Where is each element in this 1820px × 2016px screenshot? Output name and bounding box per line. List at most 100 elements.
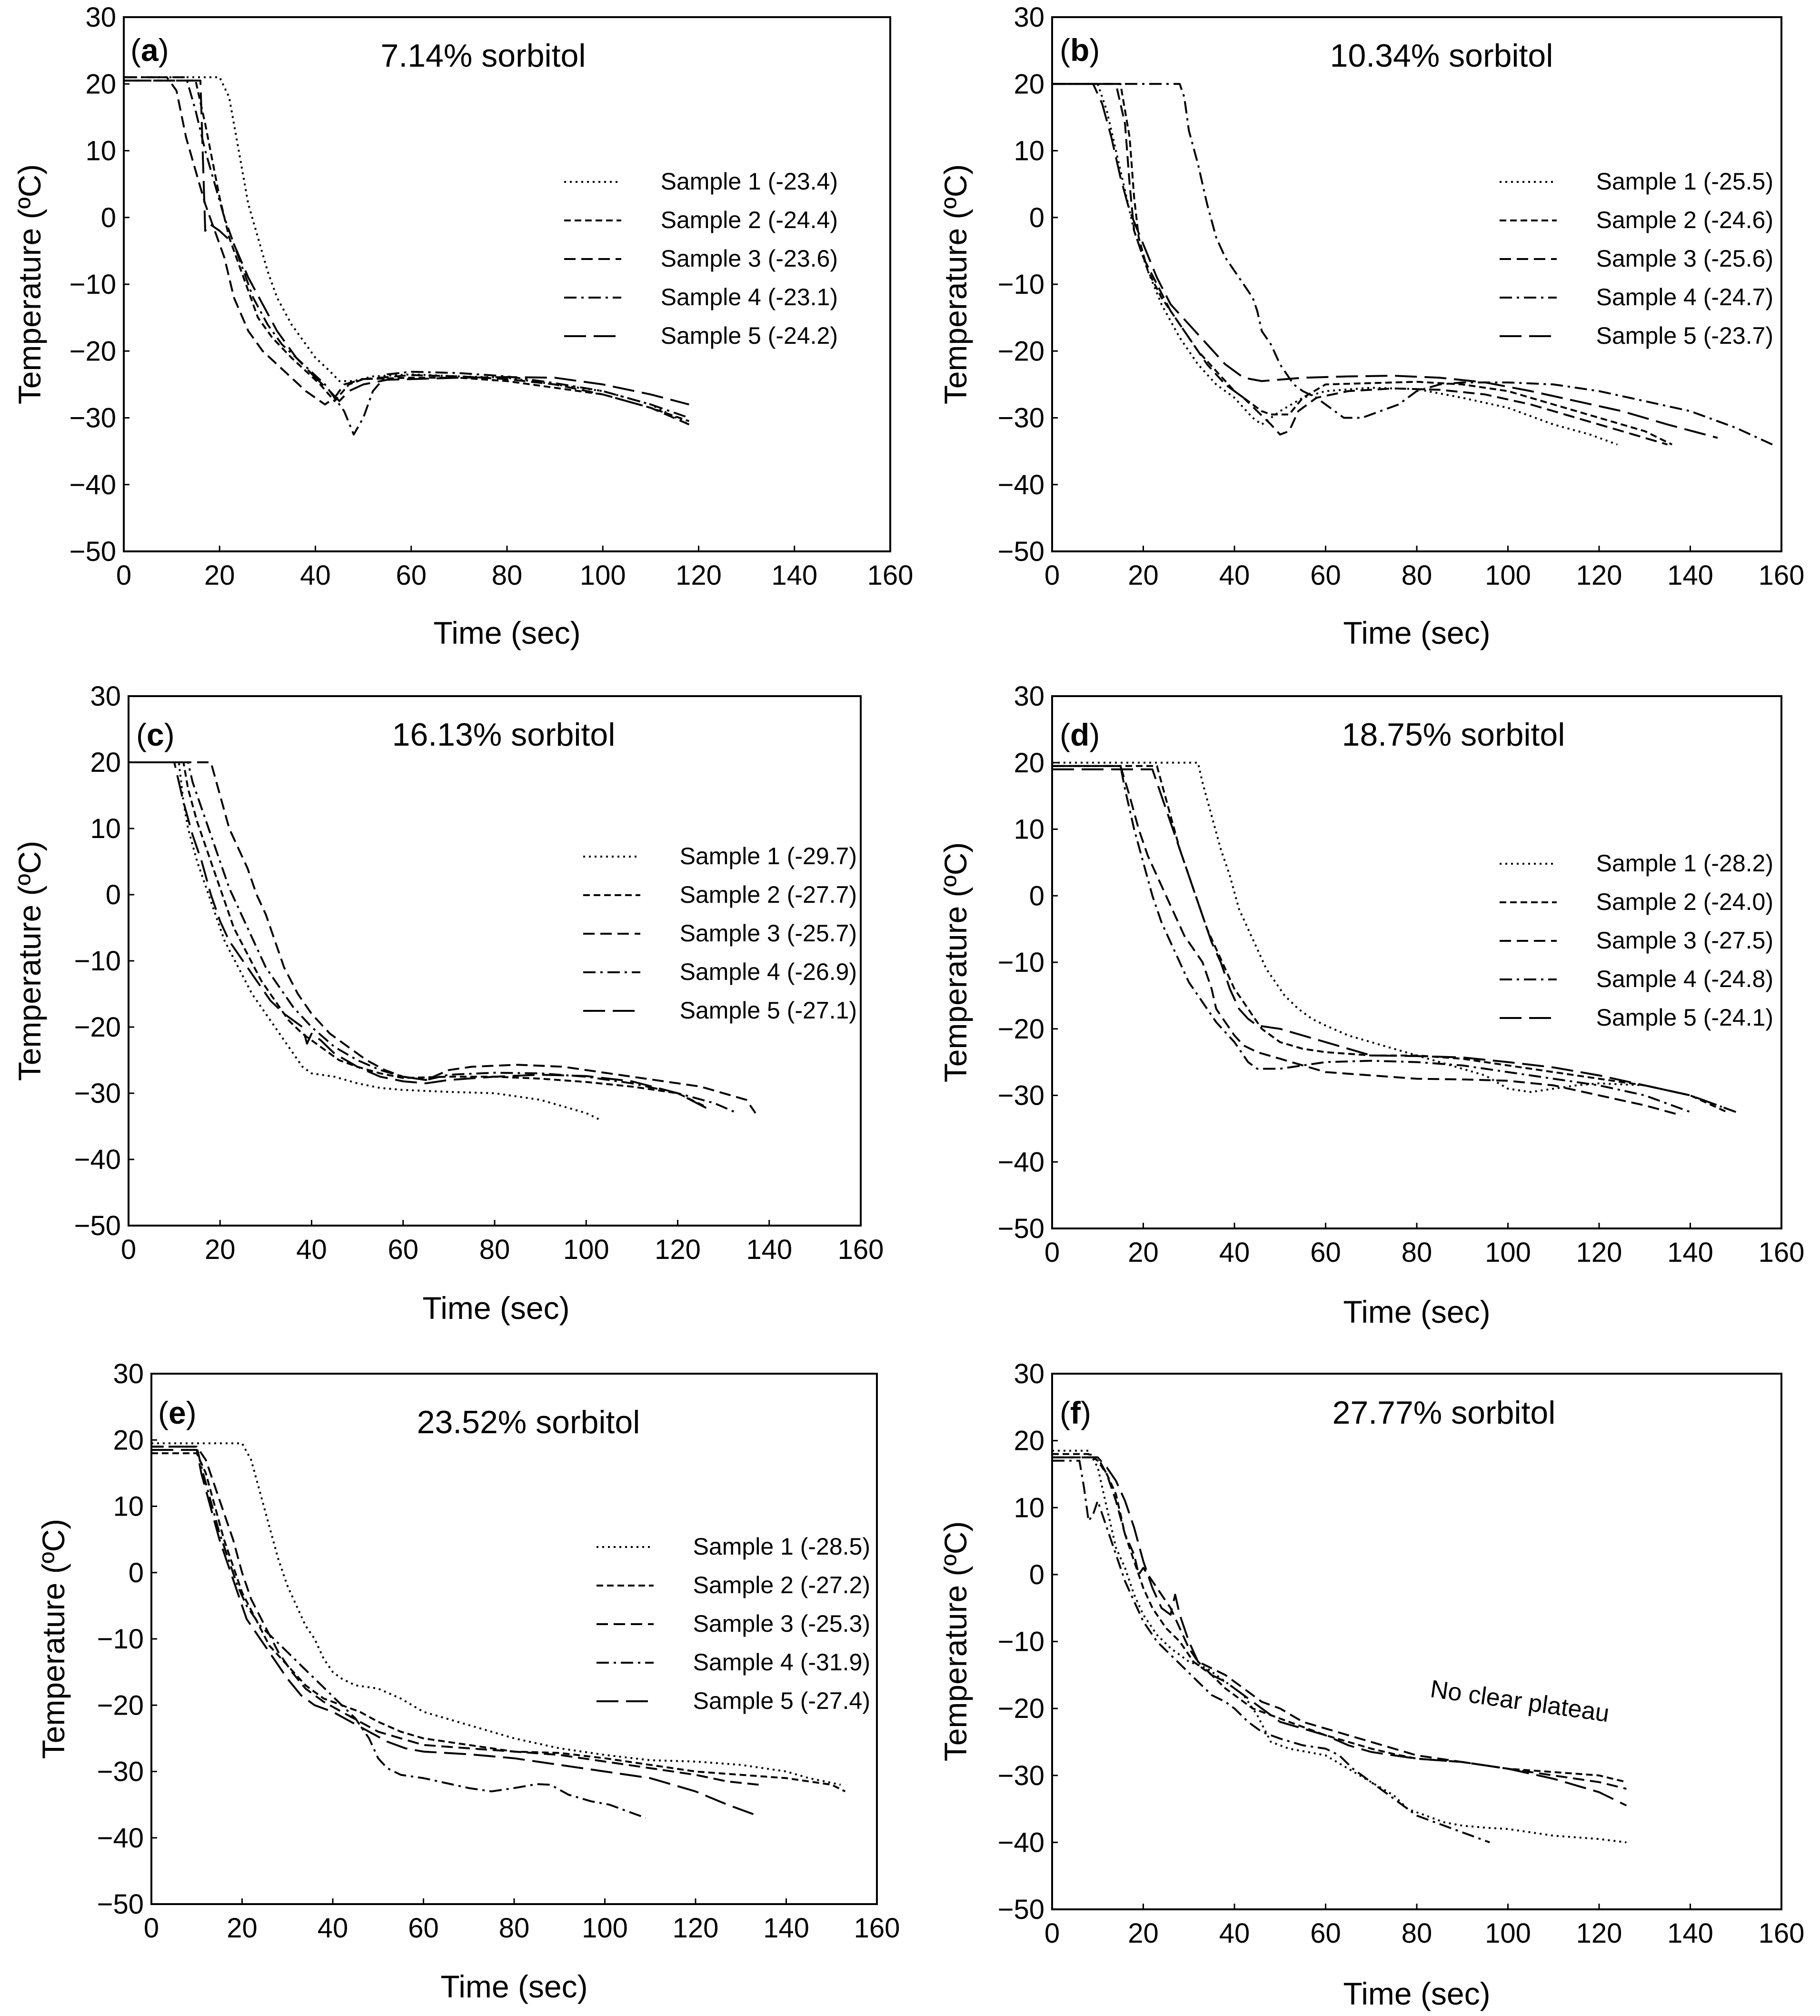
chart-title: 18.75% sorbitol [1342,717,1565,753]
legend-label: Sample 1 (-29.7) [680,843,857,869]
y-axis-label: Temperature (ºC) [938,164,973,405]
x-tick-label: 100 [1485,1918,1531,1949]
x-axis-label: Time (sec) [422,1290,569,1326]
x-tick-label: 40 [296,1234,327,1265]
x-tick-label: 20 [204,560,235,591]
legend-label: Sample 2 (-24.6) [1596,207,1773,233]
panel-letter: (e) [158,1395,197,1430]
x-tick-label: 120 [1576,1237,1622,1268]
plot-frame [1051,1373,1782,1910]
x-tick-label: 160 [867,560,914,591]
y-tick-label: −30 [998,403,1044,434]
y-tick-label: 0 [129,1557,144,1588]
x-tick-label: 140 [1667,560,1713,591]
x-tick-label: 160 [1759,1237,1805,1268]
legend-label: Sample 4 (-26.9) [680,958,857,985]
series-line-sample-4 [151,1446,646,1819]
x-tick-label: 40 [318,1913,348,1944]
y-tick-label: 10 [1014,136,1044,167]
y-tick-label: 10 [90,813,121,844]
y-tick-label: 10 [1014,1492,1044,1523]
x-tick-label: 80 [479,1234,510,1265]
y-tick-label: 0 [106,879,121,910]
legend-label: Sample 2 (-24.4) [661,207,838,233]
y-tick-label: 30 [1014,2,1044,33]
x-tick-label: 40 [1219,1237,1250,1268]
x-tick-label: 60 [1310,1237,1341,1268]
y-tick-label: −50 [998,1213,1044,1244]
x-tick-label: 0 [1044,1237,1060,1268]
series-line-sample-1 [1052,761,1736,1113]
legend-label: Sample 2 (-27.7) [680,881,857,908]
panel-e: 0 20 40 60 80 100 120 140 160 −50 −40 −30 −20 −10 0 10 2… [36,1358,900,2004]
y-tick-label: −50 [70,536,116,567]
series-line-sample-5 [1052,768,1736,1113]
y-tick-label: 30 [85,2,116,33]
series-lines [129,761,756,1121]
y-tick-label: −20 [74,1012,121,1043]
legend: Sample 1 (-29.7) Sample 2 (-27.7) Sample 3… [583,843,857,1024]
panel-letter: (f) [1060,1395,1091,1430]
y-tick-label: −30 [998,1080,1044,1111]
y-axis-label: Temperature (ºC) [938,842,973,1083]
y-tick-label: 30 [1014,681,1044,712]
series-lines [1052,761,1736,1117]
panel-b: 0 20 40 60 80 100 120 140 160 −50 −40 −30 −20 −10 0 10 2… [938,2,1804,650]
y-tick-label: −50 [74,1210,121,1241]
axis-ticks: 0 20 40 60 80 100 120 140 160 −50 −40 −30 −20 −10 0 10 2… [998,1358,1805,1949]
legend-label: Sample 2 (-24.0) [1596,888,1773,915]
y-tick-label: −10 [97,1624,144,1655]
y-tick-label: −40 [70,469,116,500]
x-tick-label: 40 [1219,1918,1250,1949]
legend-label: Sample 1 (-28.5) [693,1533,870,1560]
y-tick-label: 30 [90,681,121,712]
x-tick-label: 60 [388,1234,418,1265]
x-tick-label: 40 [1219,560,1250,591]
y-tick-label: −40 [998,1147,1044,1178]
x-tick-label: 160 [854,1913,900,1944]
series-line-sample-4 [1052,1459,1490,1844]
y-tick-label: −20 [998,336,1044,367]
y-tick-label: 0 [101,202,116,233]
legend-label: Sample 1 (-23.4) [661,168,838,195]
axis-ticks: 0 20 40 60 80 100 120 140 160 −50 −40 −30 −20 −10 0 10 2… [998,681,1805,1268]
axis-ticks: 0 20 40 60 80 100 120 140 160 −50 −40 −30 −20 −10 0 10 2… [74,681,884,1265]
series-lines [124,76,690,436]
y-tick-label: −40 [97,1823,144,1854]
legend: Sample 1 (-28.5) Sample 2 (-27.2) Sample 3… [597,1533,870,1714]
x-tick-label: 100 [1485,560,1531,591]
series-line-sample-2 [1052,765,1727,1113]
plot-frame [150,1373,878,1905]
series-line-sample-3 [1052,83,1668,446]
x-tick-label: 0 [121,1234,136,1265]
y-axis-label: Temperature (ºC) [12,164,47,405]
x-tick-label: 0 [1044,1918,1060,1949]
x-tick-label: 100 [580,560,626,591]
x-tick-label: 80 [1402,1237,1432,1268]
series-line-sample-3 [124,76,690,426]
y-tick-label: 10 [85,136,116,167]
x-tick-label: 160 [1759,1918,1805,1949]
y-axis-label: Temperature (ºC) [938,1521,973,1762]
x-tick-label: 40 [300,560,331,591]
x-tick-label: 20 [1128,560,1159,591]
panel-letter: (a) [130,32,169,68]
axis-ticks: 0 20 40 60 80 100 120 140 160 −50 −40 −30 −20 −10 0 10 2… [70,2,914,591]
legend-label: Sample 3 (-25.7) [680,920,857,947]
panel-a: 0 20 40 60 80 100 120 140 160 −50 −40 −30 −20 −10 0 10 2… [12,2,913,650]
x-tick-label: 140 [763,1913,809,1944]
x-axis-label: Time (sec) [440,1969,587,2004]
y-tick-label: 20 [113,1425,144,1456]
series-line-sample-5 [1052,1456,1627,1806]
y-tick-label: −40 [74,1144,121,1175]
series-line-sample-1 [1052,1449,1627,1844]
legend-label: Sample 2 (-27.2) [693,1572,870,1598]
x-tick-label: 80 [1402,1918,1432,1949]
y-tick-label: −20 [998,1014,1044,1045]
series-line-sample-3 [1052,765,1681,1117]
x-tick-label: 120 [655,1234,701,1265]
y-tick-label: 10 [113,1491,144,1522]
legend-label: Sample 1 (-25.5) [1596,168,1773,195]
panel-f: 0 20 40 60 80 100 120 140 160 −50 −40 −30 −20 −10 0 10 2… [938,1358,1804,2011]
y-tick-label: −10 [998,1627,1044,1657]
